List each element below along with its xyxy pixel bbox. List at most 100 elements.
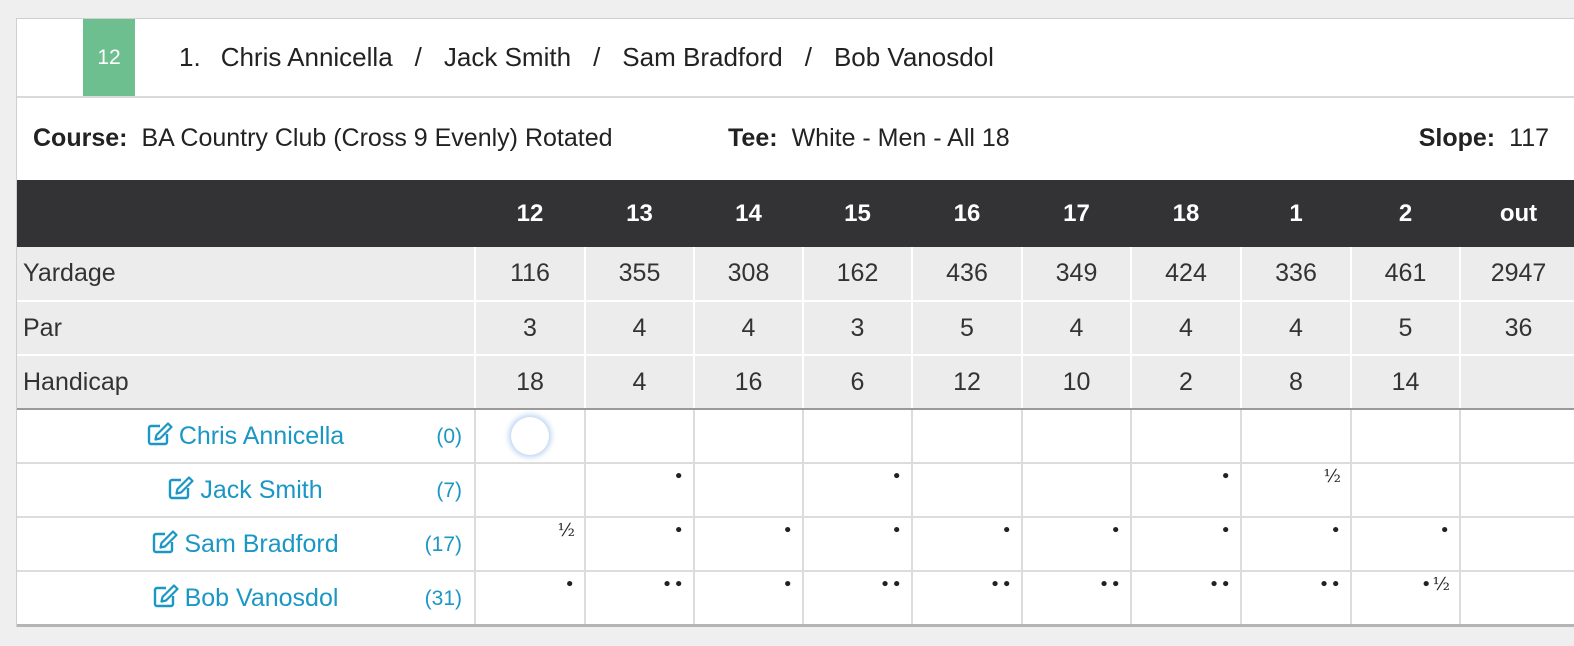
score-cell[interactable]: • <box>1241 517 1352 572</box>
course-info: Course: BA Country Club (Cross 9 Evenly)… <box>17 98 1574 178</box>
score-cell[interactable]: •• <box>1022 571 1132 627</box>
score-cell[interactable] <box>1131 409 1242 464</box>
score-cell[interactable] <box>694 463 804 518</box>
score-cell[interactable] <box>912 463 1023 518</box>
player-row: Sam Bradford (17) ½ • • • • • • • • <box>17 517 1574 572</box>
player-handicap: (7) <box>436 479 462 502</box>
player-name-link[interactable]: Jack Smith <box>200 475 323 504</box>
player-name-link[interactable]: Sam Bradford <box>184 529 339 558</box>
info-cell <box>1460 355 1574 410</box>
score-cell[interactable] <box>1351 409 1461 464</box>
score-cell[interactable] <box>475 463 586 518</box>
hole-header-cell: 14 <box>735 199 762 227</box>
score-cell[interactable]: • <box>1022 517 1132 572</box>
info-row-label: Par <box>17 301 476 356</box>
info-cell: 18 <box>475 355 586 410</box>
score-cell[interactable]: •½ <box>1351 571 1461 627</box>
score-cell[interactable] <box>912 409 1023 464</box>
score-cell[interactable]: •• <box>1131 571 1242 627</box>
handicap-stroke-marker: • <box>673 466 685 487</box>
handicap-stroke-marker: • <box>673 520 685 541</box>
handicap-stroke-marker: •½ <box>1420 574 1451 595</box>
score-cell[interactable]: • <box>475 571 586 627</box>
score-cell[interactable] <box>1460 571 1574 627</box>
score-cell[interactable] <box>585 409 695 464</box>
score-cell[interactable]: • <box>1131 463 1242 518</box>
edit-pencil-icon[interactable] <box>153 584 179 608</box>
score-cell[interactable] <box>1460 409 1574 464</box>
player-name-cell[interactable]: Sam Bradford (17) <box>17 517 476 572</box>
course-label: Course: <box>33 123 128 152</box>
player-row: Jack Smith (7) • • • ½ <box>17 463 1574 518</box>
score-cell[interactable]: •• <box>803 571 913 627</box>
score-cell[interactable] <box>694 409 804 464</box>
player-name-link[interactable]: Bob Vanosdol <box>184 583 339 612</box>
hole-header-cell: 15 <box>844 199 871 227</box>
handicap-stroke-marker: • <box>782 574 794 595</box>
score-cell[interactable]: • <box>803 463 913 518</box>
info-cell: 308 <box>694 247 804 302</box>
info-row-par: Par 3 4 4 3 5 4 4 4 5 36 <box>17 301 1574 356</box>
handicap-stroke-marker: •• <box>1098 574 1122 595</box>
score-input-focus[interactable] <box>511 417 549 455</box>
info-cell: 4 <box>1131 301 1242 356</box>
group-number: 1. <box>179 42 201 72</box>
info-row-yardage: Yardage 116 355 308 162 436 349 424 336 461 2947 <box>17 247 1574 302</box>
player-row: Bob Vanosdol (31) • •• • •• •• •• •• •• •½ <box>17 571 1574 627</box>
player-name-cell[interactable]: Bob Vanosdol (31) <box>17 571 476 627</box>
score-cell[interactable] <box>1351 463 1461 518</box>
score-cell[interactable] <box>1460 463 1574 518</box>
score-cell[interactable]: • <box>1131 517 1242 572</box>
group-player-name: Sam Bradford <box>622 42 783 72</box>
info-cell: 4 <box>585 301 695 356</box>
score-cell[interactable]: ½ <box>475 517 586 572</box>
score-cell[interactable]: • <box>803 517 913 572</box>
info-cell: 3 <box>475 301 586 356</box>
score-cell[interactable]: • <box>585 517 695 572</box>
handicap-stroke-marker: ½ <box>1323 466 1342 487</box>
score-cell[interactable]: ½ <box>1241 463 1352 518</box>
hole-header-cell: 1 <box>1289 199 1303 227</box>
info-cell: 12 <box>912 355 1023 410</box>
score-cell[interactable] <box>475 409 586 464</box>
player-name-cell[interactable]: Chris Annicella (0) <box>17 409 476 464</box>
course-details: Yardage 116 355 308 162 436 349 424 336 461 2947 Pa… <box>17 247 1574 410</box>
hole-header-cell: 2 <box>1398 199 1413 227</box>
group-player-name: Bob Vanosdol <box>833 42 994 72</box>
score-cell[interactable]: •• <box>1241 571 1352 627</box>
hole-header-cell: 16 <box>953 199 981 227</box>
hole-header-cell: 12 <box>516 199 544 227</box>
edit-pencil-icon[interactable] <box>152 530 178 554</box>
score-cell[interactable] <box>1022 409 1132 464</box>
info-cell: 8 <box>1241 355 1352 410</box>
info-cell: 336 <box>1241 247 1352 302</box>
score-cell[interactable] <box>1022 463 1132 518</box>
group-separator: / <box>804 42 812 72</box>
score-cell[interactable]: • <box>912 517 1023 572</box>
hole-header: 12 13 14 15 16 17 18 1 2 out <box>17 180 1574 247</box>
score-cell[interactable] <box>1460 517 1574 572</box>
score-cell[interactable]: •• <box>912 571 1023 627</box>
score-cell[interactable] <box>803 409 913 464</box>
info-cell: 2 <box>1131 355 1242 410</box>
group-separator: / <box>414 42 422 72</box>
score-cell[interactable]: • <box>1351 517 1461 572</box>
player-name-link[interactable]: Chris Annicella <box>178 421 345 450</box>
handicap-stroke-marker: • <box>1439 520 1451 541</box>
edit-pencil-icon[interactable] <box>147 422 173 446</box>
handicap-stroke-marker: • <box>1001 520 1013 541</box>
score-cell[interactable] <box>1241 409 1352 464</box>
player-handicap: (0) <box>436 425 462 448</box>
edit-pencil-icon[interactable] <box>168 476 194 500</box>
score-cell[interactable]: •• <box>585 571 695 627</box>
score-cell[interactable]: • <box>694 517 804 572</box>
score-cell[interactable]: • <box>694 571 804 627</box>
info-cell: 2947 <box>1460 247 1574 302</box>
info-cell: 116 <box>475 247 586 302</box>
tee-value: White - Men - All 18 <box>791 123 1010 152</box>
score-cell[interactable]: • <box>585 463 695 518</box>
tee-info: Tee: White - Men - All 18 <box>728 98 1010 178</box>
info-cell: 355 <box>585 247 695 302</box>
player-name-cell[interactable]: Jack Smith (7) <box>17 463 476 518</box>
info-cell: 4 <box>1241 301 1352 356</box>
